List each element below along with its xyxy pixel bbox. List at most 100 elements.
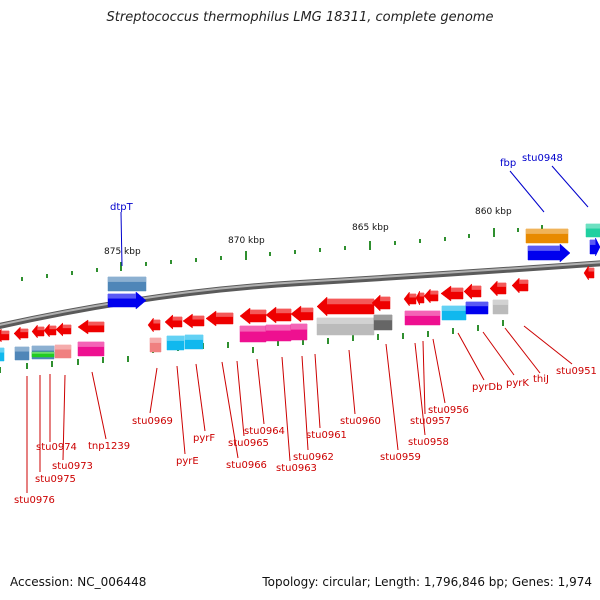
- leader-line-17: [348, 349, 356, 415]
- gene-label-7: tnp1239: [88, 441, 130, 452]
- gene-feature-shine-43: [528, 246, 560, 251]
- gene-feature-shape-12: [147, 317, 161, 333]
- leader-line-13: [256, 358, 265, 425]
- gene-feature-shine-6: [0, 348, 4, 353]
- gene-feature-shine-20: [380, 297, 390, 302]
- gene-feature-shape-5: [77, 319, 105, 335]
- gene-feature-shine-45: [590, 240, 596, 245]
- gene-label-20: stu0957: [410, 416, 451, 427]
- gene-feature-shine-5: [88, 322, 104, 326]
- gene-feature-shape-1: [13, 326, 29, 341]
- gene-feature-4: [55, 322, 72, 337]
- backbone-group: [0, 260, 600, 329]
- gene-labels: dtpT fbp stu0948 stu0976 stu0975 stu0974 stu09…: [14, 153, 597, 506]
- gene-label-9: pyrE: [176, 456, 199, 467]
- gene-feature-shape-24: [440, 285, 464, 302]
- gene-feature-shape-11: [31, 351, 55, 358]
- scale-tick-19: [493, 228, 495, 237]
- leader-line-0: [120, 211, 123, 267]
- gene-label-6: stu0973: [52, 461, 93, 472]
- scale-tick-3: [96, 268, 98, 272]
- gene-label-5: stu0974: [36, 442, 77, 453]
- gene-feature-41: [107, 291, 147, 310]
- leader-line-11: [221, 361, 239, 459]
- leader-line-10: [195, 363, 206, 432]
- gene-label-2: stu0948: [522, 153, 563, 164]
- gene-label-3: stu0976: [14, 495, 55, 506]
- gene-feature-shape-23: [423, 288, 439, 304]
- gene-feature-shape-38: [465, 301, 489, 315]
- leader-line-1: [509, 170, 545, 213]
- gene-feature-shine-46: [588, 268, 594, 272]
- gene-feature-shape-45: [589, 237, 600, 257]
- gene-feature-2: [31, 324, 45, 339]
- leader-line-15: [301, 355, 309, 451]
- gene-feature-3: [43, 323, 57, 338]
- gene-feature-shine-7: [15, 347, 29, 352]
- accession-text: Accession: NC_006448: [10, 575, 147, 589]
- inner-tick-11: [277, 340, 279, 346]
- scale-tick-7: [195, 258, 197, 262]
- gene-feature-shine-13: [172, 317, 182, 321]
- gene-feature-shine-19: [327, 299, 374, 305]
- gene-label-19: stu0958: [408, 437, 449, 448]
- gene-feature-shape-4: [55, 322, 72, 337]
- scale-label-3: 860 kbp: [475, 207, 512, 217]
- gene-feature-shape-28: [149, 337, 162, 353]
- gene-feature-0: [0, 328, 10, 343]
- gene-feature-shine-29: [167, 336, 184, 341]
- inner-tick-13: [327, 338, 329, 344]
- leader-line-21: [432, 338, 446, 404]
- gene-feature-shine-44: [586, 224, 600, 229]
- gene-feature-shape-2: [31, 324, 45, 339]
- gene-label-15: stu0962: [293, 452, 334, 463]
- gene-feature-28: [149, 337, 162, 353]
- gene-feature-shine-0: [1, 331, 9, 335]
- gene-features: [0, 223, 600, 362]
- scale-tick-14: [369, 241, 371, 250]
- gene-feature-shape-7: [14, 346, 30, 361]
- gene-feature-22: [415, 290, 425, 306]
- gene-feature-32: [265, 324, 292, 342]
- gene-feature-45: [589, 237, 600, 257]
- gene-feature-shine-3: [49, 326, 56, 330]
- scale-labels: 875 kbp 870 kbp 865 kbp 860 kbp: [104, 207, 512, 257]
- gene-feature-shine-23: [430, 291, 438, 295]
- gene-feature-30: [184, 334, 204, 350]
- gene-feature-shine-26: [497, 283, 506, 287]
- gene-feature-shape-43: [527, 243, 571, 263]
- leader-line-24: [504, 327, 541, 374]
- scale-tick-16: [419, 239, 421, 243]
- gene-label-4: stu0975: [35, 474, 76, 485]
- gene-feature-shine-27: [519, 280, 528, 284]
- gene-feature-shine-36: [405, 311, 440, 316]
- gene-feature-shape-46: [583, 265, 595, 281]
- gene-label-18: stu0959: [380, 452, 421, 463]
- gene-feature-shape-17: [265, 306, 292, 324]
- gene-feature-shine-17: [276, 309, 291, 314]
- scale-tick-20: [517, 228, 519, 232]
- gene-feature-11: [31, 351, 55, 358]
- gene-feature-shine-41: [108, 294, 136, 299]
- scale-tick-6: [170, 260, 172, 264]
- scale-tick-21: [541, 225, 543, 229]
- gene-label-10: pyrF: [193, 433, 215, 444]
- gene-label-13: stu0964: [244, 426, 285, 437]
- gene-feature-shine-10: [78, 342, 104, 347]
- gene-feature-35: [373, 314, 393, 331]
- scale-label-1: 870 kbp: [228, 236, 265, 246]
- scale-tick-2: [71, 271, 73, 275]
- gene-feature-46: [583, 265, 595, 281]
- gene-feature-shine-4: [62, 325, 71, 329]
- leader-line-22: [457, 332, 485, 381]
- leader-line-20: [422, 340, 426, 415]
- gene-feature-26: [489, 280, 507, 297]
- gene-feature-6: [0, 347, 5, 362]
- gene-label-25: stu0951: [556, 366, 597, 377]
- scale-tick-10: [269, 252, 271, 256]
- inner-tick-14: [352, 335, 354, 341]
- leader-line-18: [385, 343, 399, 451]
- gene-feature-shine-30: [185, 335, 203, 340]
- gene-feature-16: [239, 307, 267, 325]
